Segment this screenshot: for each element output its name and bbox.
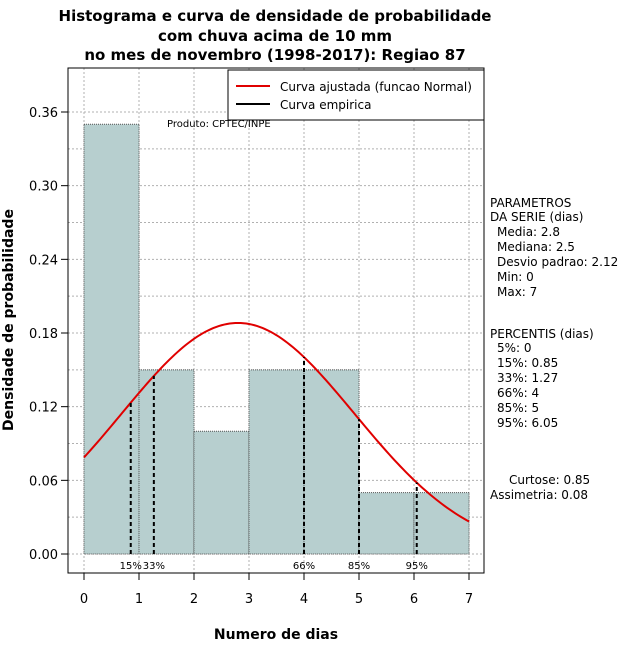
x-tick-label: 5 (355, 592, 363, 607)
y-tick-label: 0.24 (29, 253, 58, 268)
x-axis-label: Numero de dias (214, 627, 338, 643)
y-tick-label: 0.30 (29, 180, 58, 195)
parametros-heading: DA SERIE (dias) (490, 210, 583, 224)
product-label: Produto: CPTEC/INPE (167, 119, 271, 130)
percentile-label: 33% (143, 561, 165, 572)
percentis-heading: PERCENTIS (dias) (490, 327, 594, 341)
legend-box (227, 69, 485, 121)
x-tick-label: 2 (190, 592, 198, 607)
histogram-bars (83, 123, 470, 555)
parametros-value: Min: 0 (497, 270, 534, 284)
parametros-value: Mediana: 2.5 (497, 240, 575, 254)
curtose-value: Curtose: 0.85 (509, 473, 590, 487)
percentis-value: 33%: 1.27 (497, 371, 558, 385)
y-tick-label: 0.00 (29, 548, 58, 563)
parametros-value: Media: 2.8 (497, 225, 560, 239)
axes: 0 1 2 3 4 5 6 7 0.00 0.06 0.12 0.18 0.24 0.30 0.36 Nume… (1, 67, 485, 643)
chart-title-line: com chuva acima de 10 mm (158, 27, 392, 45)
histogram-bar (248, 369, 305, 555)
histogram-bar (358, 492, 415, 555)
normal-curve (83, 321, 470, 523)
percentile-lines: 15% 33% 66% 85% 95% (120, 357, 428, 572)
histogram-bar (193, 430, 250, 555)
x-tick-label: 4 (300, 592, 308, 607)
normal-curve-line (83, 321, 470, 523)
y-tick-label: 0.06 (29, 474, 58, 489)
plot-frame (67, 67, 485, 574)
chart-title: Histograma e curva de densidade de proba… (59, 7, 492, 64)
percentile-label: 15% (120, 561, 142, 572)
percentile-label: 66% (293, 561, 315, 572)
histogram-bar (303, 369, 360, 555)
percentis-value: 15%: 0.85 (497, 356, 558, 370)
y-tick-label: 0.18 (29, 327, 58, 342)
parametros-heading: PARAMETROS (490, 196, 571, 210)
y-tick-label: 0.36 (29, 106, 58, 121)
x-tick-label: 0 (80, 592, 88, 607)
legend-label: Curva ajustada (funcao Normal) (280, 80, 472, 94)
percentile-label: 85% (348, 561, 370, 572)
percentis-value: 66%: 4 (497, 386, 539, 400)
chart-title-line: no mes de novembro (1998-2017): Regiao 8… (84, 46, 465, 64)
parametros-value: Max: 7 (497, 285, 537, 299)
assimetria-value: Assimetria: 0.08 (490, 488, 588, 502)
histogram-bar (138, 369, 195, 555)
legend: Curva ajustada (funcao Normal) Curva empi… (227, 69, 485, 121)
percentile-label: 95% (406, 561, 428, 572)
x-tick-label: 6 (410, 592, 418, 607)
y-tick-label: 0.12 (29, 401, 58, 416)
parametros-value: Desvio padrao: 2.12 (497, 255, 618, 269)
y-axis-label: Densidade de probabilidade (1, 209, 17, 431)
chart-title-line: Histograma e curva de densidade de proba… (59, 7, 492, 25)
x-tick-label: 1 (135, 592, 143, 607)
percentis-value: 5%: 0 (497, 341, 532, 355)
x-tick-label: 3 (245, 592, 253, 607)
percentis-value: 85%: 5 (497, 401, 539, 415)
histogram-bar (413, 492, 470, 555)
legend-label: Curva empirica (280, 98, 371, 112)
percentis-value: 95%: 6.05 (497, 416, 558, 430)
x-tick-label: 7 (465, 592, 473, 607)
